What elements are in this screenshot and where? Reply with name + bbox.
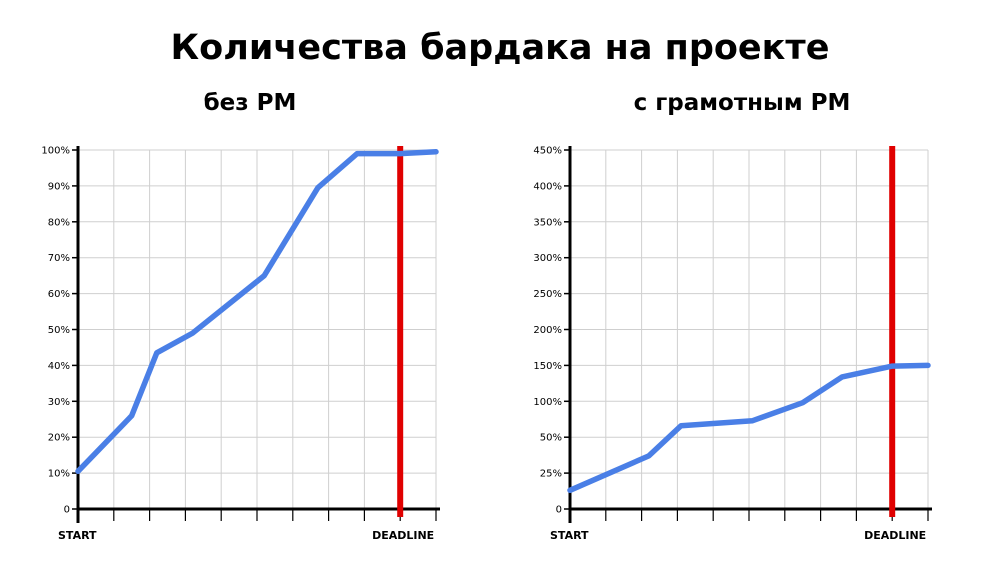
y-tick-label: 200% xyxy=(533,325,562,336)
page-title: Количества бардака на проекте xyxy=(170,28,830,68)
y-tick-label: 300% xyxy=(533,253,562,264)
chart-title: без PM xyxy=(203,90,297,116)
x-label-start: START xyxy=(550,529,589,542)
y-tick-label: 80% xyxy=(48,217,70,228)
y-tick-label: 60% xyxy=(48,289,70,300)
y-tick-label: 10% xyxy=(48,469,70,480)
y-tick-label: 70% xyxy=(48,253,70,264)
y-tick-label: 0 xyxy=(64,505,70,516)
grid xyxy=(569,149,929,510)
chart-plot: 0 25% 50% 100% 150% 200% 250% 300% 350% 400% 450% S… xyxy=(533,146,932,542)
y-tick-label: 25% xyxy=(540,469,562,480)
chart-with-pm: с грамотным PM 0 25% 50% 100% 150% 200% 250% 30… xyxy=(512,90,972,560)
y-tick-label: 250% xyxy=(533,289,562,300)
y-tick-label: 40% xyxy=(48,361,70,372)
x-label-start: START xyxy=(58,529,97,542)
y-tick-label: 30% xyxy=(48,397,70,408)
y-tick-label: 400% xyxy=(533,181,562,192)
grid xyxy=(77,149,437,510)
x-label-deadline: DEADLINE xyxy=(372,529,434,542)
chart-without-pm: без PM 0 10% 20% 30% 40% 50% 60% 70% 80% 90% 100% S… xyxy=(20,90,480,560)
y-tick-label: 0 xyxy=(556,505,562,516)
y-tick-label: 350% xyxy=(533,217,562,228)
series-line xyxy=(75,149,439,475)
x-label-deadline: DEADLINE xyxy=(864,529,926,542)
y-tick-label: 50% xyxy=(540,433,562,444)
chart-title: с грамотным PM xyxy=(633,90,851,116)
y-tick-label: 450% xyxy=(533,146,562,157)
y-tick-label: 150% xyxy=(533,361,562,372)
series-line xyxy=(567,362,931,494)
y-tick-label: 100% xyxy=(41,146,70,157)
y-tick-label: 20% xyxy=(48,433,70,444)
chart-plot: 0 10% 20% 30% 40% 50% 60% 70% 80% 90% 100% START DEA… xyxy=(41,146,440,542)
y-tick-label: 50% xyxy=(48,325,70,336)
y-tick-label: 100% xyxy=(533,397,562,408)
y-tick-label: 90% xyxy=(48,181,70,192)
